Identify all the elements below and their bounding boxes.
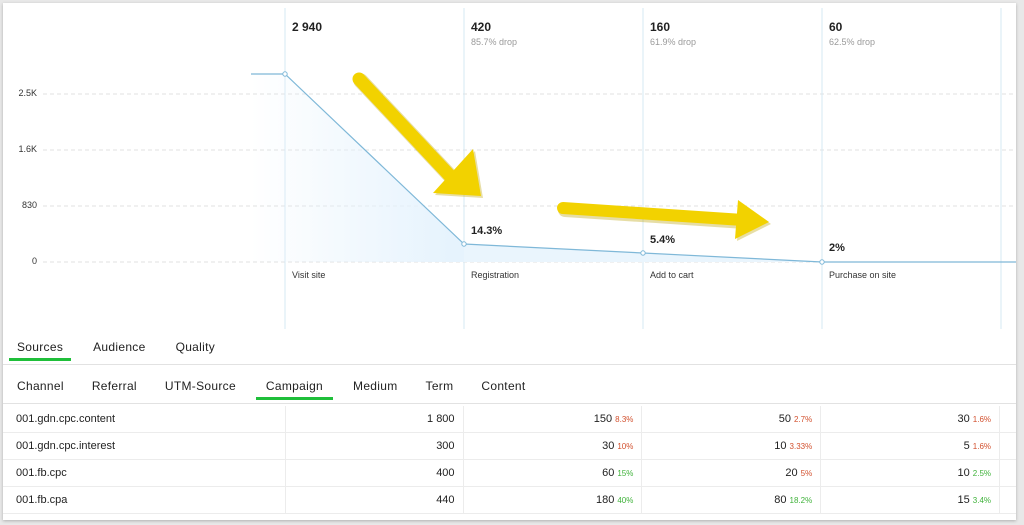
tab-medium[interactable]: Medium <box>353 379 398 393</box>
stage-count: 60 <box>829 20 843 34</box>
stage-conversion-pct: 5.4% <box>650 234 676 246</box>
value: 180 <box>596 493 615 506</box>
add-to-cart-value: 50 2.7% <box>642 405 822 433</box>
conversion-pct: 1.6% <box>972 414 992 424</box>
stage-drop: 62.5% drop <box>829 37 876 47</box>
stage-header-visit-site: 2 940 <box>292 20 322 37</box>
value: 50 <box>778 412 791 425</box>
campaign-table: 001.gdn.cpc.content 1 800 150 8.3% 50 2.7%… <box>3 405 1016 514</box>
conversion-pct: 40% <box>617 495 634 505</box>
funnel-point <box>282 71 288 77</box>
conversion-pct: 3.4% <box>972 495 992 505</box>
value: 150 <box>593 412 613 425</box>
purchase-value: 15 3.4% <box>821 486 1001 514</box>
campaign-name: 001.gdn.cpc.interest <box>3 432 286 460</box>
funnel-area <box>251 74 822 262</box>
purchase-value: 5 1.6% <box>821 432 1001 460</box>
conversion-pct: 3.33% <box>789 441 813 451</box>
funnel-line <box>251 73 1016 263</box>
stage-header-purchase: 60 62.5% drop <box>829 20 875 47</box>
table-row[interactable]: 001.fb.cpa 440 180 40% 80 18.2% 15 3.4% <box>3 486 1016 514</box>
source-dimension-tabs: Channel Referral UTM-Source Campaign Med… <box>3 371 1016 404</box>
annotation-arrow-down <box>352 72 483 198</box>
stage-label: Purchase on site <box>829 270 897 280</box>
add-to-cart-value: 80 18.2% <box>642 486 822 514</box>
tab-channel[interactable]: Channel <box>17 379 64 393</box>
table-row[interactable]: 001.fb.cpc 400 60 15% 20 5% 10 2.5% <box>3 459 1016 487</box>
value: 10 <box>774 439 787 452</box>
funnel-point <box>461 241 467 247</box>
visit-site-value: 440 <box>286 486 464 514</box>
tab-utm-source[interactable]: UTM-Source <box>164 379 236 393</box>
add-to-cart-value: 10 3.33% <box>642 432 822 460</box>
stage-drop: 85.7% drop <box>471 37 518 47</box>
y-tick-label: 2.5K <box>18 88 37 98</box>
conversion-pct: 18.2% <box>789 495 813 505</box>
value: 20 <box>785 466 798 479</box>
stage-header-registration: 420 85.7% drop <box>471 20 517 47</box>
registration-value: 180 40% <box>464 486 643 514</box>
stage-drop: 61.9% drop <box>650 37 697 47</box>
tab-quality[interactable]: Quality <box>175 340 216 354</box>
funnel-report-card: 2.5K 1.6K 830 0 2 940 420 85.7% drop 160… <box>3 3 1016 520</box>
visit-site-value: 400 <box>286 459 464 487</box>
registration-value: 30 10% <box>464 432 643 460</box>
campaign-name: 001.fb.cpa <box>3 486 286 514</box>
campaign-name: 001.fb.cpc <box>3 459 286 487</box>
campaign-name: 001.gdn.cpc.content <box>3 405 286 433</box>
conversion-pct: 10% <box>617 441 634 451</box>
funnel-point <box>819 259 825 265</box>
stage-label: Registration <box>471 270 520 280</box>
y-tick-label: 830 <box>21 200 37 210</box>
stage-header-add-to-cart: 160 61.9% drop <box>650 20 696 47</box>
y-tick-label: 1.6K <box>18 144 37 154</box>
tab-sources[interactable]: Sources <box>3 332 77 362</box>
y-tick-label: 0 <box>31 256 37 266</box>
conversion-pct: 5% <box>800 468 813 478</box>
tab-referral[interactable]: Referral <box>91 379 137 393</box>
tab-audience[interactable]: Audience <box>93 340 146 354</box>
report-tabs: Sources Audience Quality <box>3 332 1016 365</box>
table-row[interactable]: 001.gdn.cpc.content 1 800 150 8.3% 50 2.7%… <box>3 405 1016 433</box>
add-to-cart-value: 20 5% <box>642 459 822 487</box>
value: 15 <box>957 493 970 506</box>
value: 30 <box>602 439 615 452</box>
conversion-pct: 2.7% <box>793 414 813 424</box>
funnel-point <box>640 250 646 256</box>
conversion-pct: 15% <box>617 468 634 478</box>
annotation-arrow-right <box>557 200 771 241</box>
purchase-value: 10 2.5% <box>821 459 1001 487</box>
conversion-pct: 1.6% <box>972 441 992 451</box>
value: 80 <box>774 493 787 506</box>
stage-label: Visit site <box>292 270 326 280</box>
stage-conversion-pct: 14.3% <box>471 225 503 237</box>
tab-campaign[interactable]: Campaign <box>250 371 339 401</box>
purchase-value: 30 1.6% <box>821 405 1001 433</box>
funnel-chart <box>43 8 1016 329</box>
visit-site-value: 1 800 <box>286 405 464 433</box>
stage-conversion-pct: 2% <box>829 242 845 254</box>
tab-term[interactable]: Term <box>425 379 454 393</box>
tab-content[interactable]: Content <box>481 379 526 393</box>
stage-count: 160 <box>650 20 671 34</box>
conversion-pct: 2.5% <box>972 468 992 478</box>
visit-site-value: 300 <box>286 432 464 460</box>
stage-count: 420 <box>471 20 492 34</box>
value: 60 <box>602 466 615 479</box>
conversion-pct: 8.3% <box>615 414 634 424</box>
registration-value: 60 15% <box>464 459 643 487</box>
value: 30 <box>957 412 970 425</box>
stage-label: Add to cart <box>650 270 694 280</box>
registration-value: 150 8.3% <box>464 405 643 433</box>
value: 5 <box>963 439 970 452</box>
stage-count: 2 940 <box>292 20 323 34</box>
value: 10 <box>957 466 970 479</box>
table-row[interactable]: 001.gdn.cpc.interest 300 30 10% 10 3.33% 5… <box>3 432 1016 460</box>
